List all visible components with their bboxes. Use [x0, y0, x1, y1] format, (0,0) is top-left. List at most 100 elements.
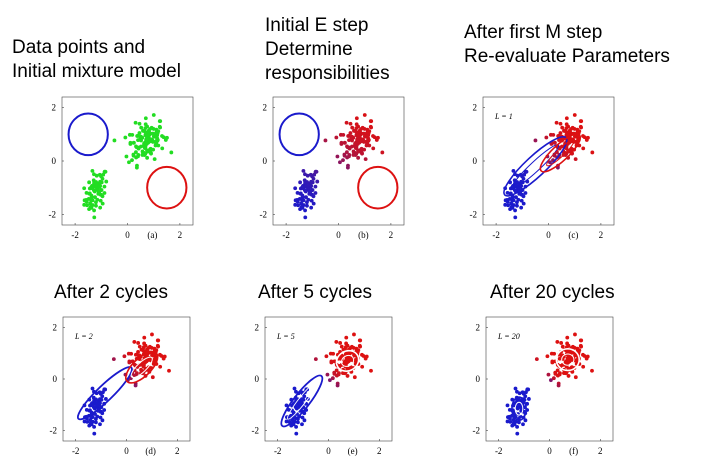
data-point — [350, 344, 354, 349]
data-point — [503, 202, 508, 207]
data-point — [93, 195, 97, 200]
data-point — [305, 203, 309, 208]
data-point — [99, 188, 104, 192]
data-point — [360, 364, 365, 369]
data-point — [558, 121, 563, 126]
data-point — [342, 153, 347, 158]
data-point — [348, 365, 353, 370]
component-2-contour — [555, 347, 581, 372]
y-tick-label: 0 — [263, 156, 268, 166]
data-point — [357, 343, 362, 348]
data-point — [104, 397, 108, 401]
data-point — [151, 134, 156, 139]
data-point — [507, 414, 512, 419]
data-point — [368, 119, 373, 124]
data-point — [84, 407, 89, 412]
data-point — [94, 420, 98, 425]
data-point — [581, 364, 586, 369]
data-point — [302, 418, 307, 423]
data-point — [344, 335, 349, 340]
y-tick-label: 0 — [255, 374, 260, 384]
data-point — [365, 139, 370, 143]
data-point — [309, 205, 314, 210]
data-point — [544, 135, 549, 140]
title-b-line-2: Determine — [265, 39, 353, 60]
data-point — [521, 194, 526, 199]
data-point — [350, 134, 354, 139]
y-tick-label: -2 — [260, 209, 268, 219]
iteration-label: L = 20 — [497, 332, 520, 341]
data-point — [142, 153, 147, 157]
y-tick-label: 0 — [52, 156, 57, 166]
data-point — [133, 120, 138, 125]
data-point — [90, 386, 95, 391]
data-point — [296, 420, 300, 425]
data-point — [342, 360, 347, 364]
data-point — [371, 146, 376, 151]
data-point — [142, 141, 146, 146]
data-point — [133, 383, 138, 388]
data-point — [335, 154, 340, 159]
data-point — [559, 341, 564, 345]
data-point — [139, 125, 144, 130]
data-point — [150, 353, 154, 358]
data-point — [311, 201, 316, 206]
data-point — [334, 368, 339, 373]
title-e-line-1: After 5 cycles — [258, 282, 373, 303]
data-point — [133, 352, 138, 357]
data-point — [87, 180, 92, 185]
data-point — [344, 356, 349, 361]
data-point — [294, 431, 299, 436]
data-point — [505, 403, 510, 408]
data-point — [362, 134, 367, 139]
data-point — [515, 431, 520, 436]
data-point — [324, 354, 329, 359]
component-2-contour — [539, 133, 582, 173]
data-point — [130, 158, 134, 163]
data-point — [310, 188, 315, 192]
data-point — [299, 397, 304, 402]
data-point — [345, 343, 350, 348]
y-tick-label: 2 — [53, 322, 58, 332]
data-point — [517, 420, 521, 425]
data-point — [148, 344, 152, 349]
data-point — [527, 397, 531, 401]
data-point — [563, 360, 568, 364]
data-point — [521, 201, 526, 206]
data-point — [505, 190, 510, 195]
data-point — [360, 352, 364, 357]
data-point — [90, 198, 95, 203]
title-b-line-3: responsibilities — [265, 63, 390, 84]
data-point — [89, 402, 94, 407]
data-point — [330, 376, 335, 381]
x-tick-label: -2 — [274, 446, 282, 456]
data-point — [90, 415, 95, 420]
data-point — [157, 124, 162, 129]
data-point — [85, 203, 89, 208]
data-point — [521, 422, 525, 427]
data-point — [328, 351, 333, 356]
component-1-contour — [511, 396, 527, 422]
data-point — [152, 357, 157, 362]
data-point — [590, 368, 594, 373]
data-point — [127, 132, 132, 137]
data-point — [145, 148, 149, 153]
data-point — [581, 146, 586, 151]
data-point — [102, 387, 107, 392]
data-point — [102, 184, 107, 189]
data-point — [300, 401, 304, 405]
y-tick-label: 2 — [52, 103, 57, 113]
data-point — [511, 168, 516, 173]
data-point — [92, 424, 97, 429]
data-point — [303, 215, 308, 220]
data-point — [95, 400, 100, 405]
data-point — [132, 340, 137, 344]
data-point — [360, 151, 364, 155]
data-point — [301, 198, 306, 203]
data-point — [291, 410, 296, 415]
data-point — [127, 160, 131, 165]
data-point — [100, 201, 105, 206]
data-point — [293, 405, 298, 410]
data-point — [334, 340, 339, 344]
